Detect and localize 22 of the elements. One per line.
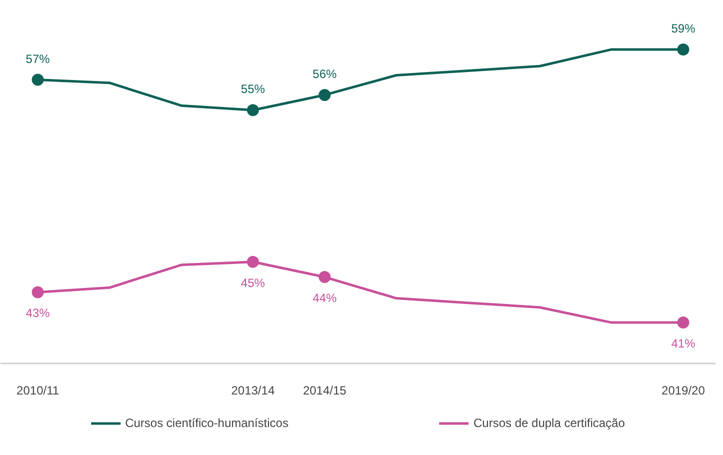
point	[318, 88, 331, 101]
point	[32, 74, 44, 86]
point	[677, 316, 690, 329]
data-label: 55%	[240, 82, 266, 96]
point	[677, 43, 690, 56]
point	[32, 286, 44, 298]
data-label: 59%	[671, 21, 696, 36]
x-tick-label: 2019/20	[662, 384, 706, 398]
data-label: 45%	[240, 276, 266, 290]
data-label: 57%	[26, 52, 50, 66]
point	[246, 256, 259, 268]
point	[246, 104, 259, 116]
x-tick-label: 2013/14	[231, 384, 275, 398]
legend-label: Cursos de dupla certificação	[473, 416, 625, 430]
data-label: 56%	[312, 66, 337, 81]
x-tick-label: 2010/11	[16, 384, 60, 398]
x-tick-label: 2014/15	[302, 384, 347, 398]
data-label: 44%	[312, 291, 337, 306]
data-label: 43%	[26, 306, 50, 320]
data-label: 41%	[671, 336, 696, 351]
legend-label: Cursos científico-humanísticos	[125, 416, 288, 430]
point	[318, 271, 331, 284]
